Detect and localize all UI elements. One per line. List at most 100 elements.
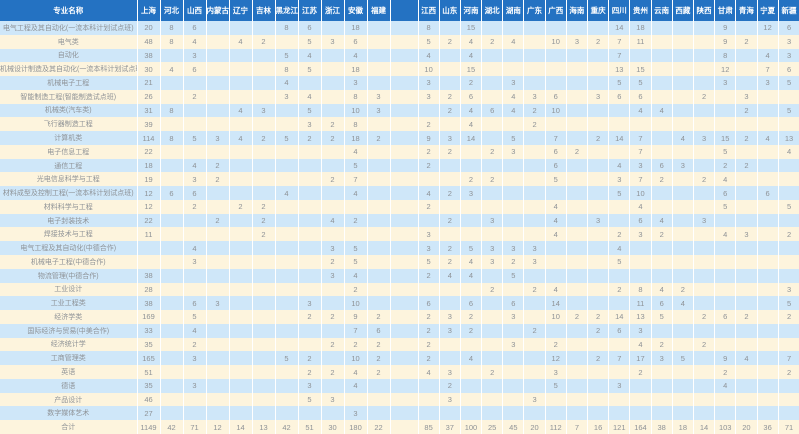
- value-cell: [275, 323, 299, 338]
- value-cell: [757, 117, 779, 132]
- value-cell: [298, 144, 322, 159]
- major-name-cell: 计算机类: [0, 131, 138, 145]
- value-cell: 8: [418, 21, 440, 35]
- value-cell: 4: [183, 323, 207, 338]
- table-row: 机械电子工程 21 4 3 3 2 3 5 5 3 3 5: [0, 76, 799, 90]
- value-cell: 7: [545, 131, 567, 145]
- value-cell: [229, 310, 253, 324]
- value-cell: 20: [735, 420, 758, 434]
- value-cell: [693, 282, 716, 297]
- value-cell: 5: [298, 392, 322, 407]
- value-cell: [298, 186, 322, 200]
- value-cell: [275, 241, 299, 256]
- value-cell: 2: [523, 323, 546, 338]
- value-cell: 6: [651, 158, 673, 173]
- value-cell: 21: [137, 76, 161, 90]
- value-cell: [693, 117, 716, 132]
- value-cell: [460, 406, 483, 421]
- value-cell: [672, 144, 694, 159]
- value-cell: 3: [651, 351, 673, 366]
- value-cell: [651, 199, 673, 214]
- value-cell: 2: [418, 158, 440, 173]
- value-cell: 35: [137, 378, 161, 393]
- value-cell: 3: [672, 158, 694, 173]
- value-cell: [735, 117, 758, 132]
- value-cell: [651, 323, 673, 338]
- value-cell: [778, 392, 799, 407]
- value-cell: 7: [344, 172, 368, 187]
- value-cell: [566, 213, 589, 228]
- value-cell: [344, 392, 368, 407]
- value-cell: [587, 21, 610, 35]
- value-cell: 3: [206, 131, 230, 145]
- value-cell: 3: [418, 227, 440, 242]
- value-cell: [566, 406, 589, 421]
- value-cell: 15: [460, 21, 483, 35]
- value-cell: [229, 186, 253, 200]
- value-cell: 6: [183, 62, 207, 77]
- value-cell: 27: [137, 406, 161, 421]
- value-cell: [672, 323, 694, 338]
- value-cell: [252, 186, 276, 200]
- value-cell: [160, 241, 184, 256]
- value-cell: [460, 199, 483, 214]
- value-cell: [735, 337, 758, 352]
- value-cell: [367, 213, 391, 228]
- major-name-cell: 材料科学与工程: [0, 199, 138, 214]
- value-cell: [229, 158, 253, 173]
- value-cell: [714, 268, 737, 283]
- value-cell: 2: [523, 282, 546, 297]
- value-cell: 30: [137, 62, 161, 77]
- major-name-cell: 数字媒体艺术: [0, 406, 138, 421]
- value-cell: [566, 392, 589, 407]
- value-cell: 33: [137, 323, 161, 338]
- value-cell: 2: [714, 158, 737, 173]
- major-name-cell: 电子封装技术: [0, 213, 138, 228]
- value-cell: 5: [629, 76, 652, 90]
- value-cell: [566, 103, 589, 118]
- major-name-cell: 工业设计: [0, 282, 138, 297]
- value-cell: 25: [481, 420, 504, 434]
- value-cell: 5: [183, 310, 207, 324]
- table-row: 焊接技术与工程 11 2 3 4 2 3 2 4 3 2: [0, 227, 799, 242]
- value-cell: [502, 365, 525, 379]
- value-cell: [735, 296, 758, 311]
- value-cell: [523, 406, 546, 421]
- value-cell: [566, 365, 589, 379]
- value-cell: [757, 199, 779, 214]
- major-name-cell: 物流管理(中德合作): [0, 268, 138, 283]
- value-cell: [672, 172, 694, 187]
- value-cell: [321, 351, 345, 366]
- value-cell: 46: [137, 392, 161, 407]
- value-cell: 3: [418, 89, 440, 104]
- value-cell: [206, 144, 230, 159]
- spacer-cell: [390, 34, 419, 49]
- major-name-cell: 电气类: [0, 34, 138, 49]
- value-cell: 8: [344, 117, 368, 132]
- header-row: 专业名称 上海 河北 山西 内蒙古 辽宁 吉林 黑龙江 江苏 浙江 安徽 福建 江西 山东 河南 湖北 湖南 广东…: [0, 0, 799, 21]
- value-cell: [693, 76, 716, 90]
- value-cell: [160, 296, 184, 311]
- value-cell: [587, 337, 610, 352]
- value-cell: 2: [481, 282, 504, 297]
- value-cell: [160, 117, 184, 132]
- value-cell: 22: [367, 420, 391, 434]
- value-cell: 6: [344, 34, 368, 49]
- value-cell: 2: [418, 199, 440, 214]
- value-cell: 6: [778, 21, 799, 35]
- value-cell: [502, 172, 525, 187]
- value-cell: [693, 268, 716, 283]
- value-cell: 3: [439, 392, 461, 407]
- value-cell: 2: [735, 34, 758, 49]
- value-cell: 10: [545, 310, 567, 324]
- value-cell: 4: [160, 62, 184, 77]
- value-cell: [587, 158, 610, 173]
- value-cell: [757, 227, 779, 242]
- spacer-cell: [390, 323, 419, 338]
- value-cell: [778, 186, 799, 200]
- value-cell: [757, 172, 779, 187]
- value-cell: [229, 76, 253, 90]
- value-cell: [523, 227, 546, 242]
- value-cell: 48: [137, 34, 161, 49]
